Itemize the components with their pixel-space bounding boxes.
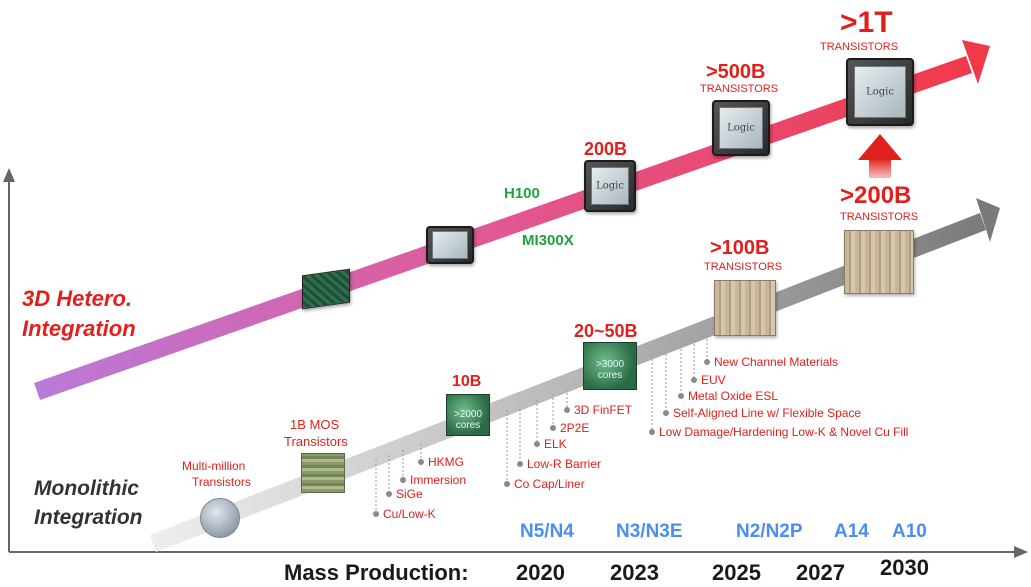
label-200b: 200B [584, 139, 628, 159]
chip-cores-2000: >2000 cores [453, 409, 483, 431]
proc-low-damage: Low Damage/Hardening Low-K & Novel Cu Fi… [659, 425, 909, 439]
proc-immersion: Immersion [410, 473, 467, 487]
chip-logic-label: Logic [866, 86, 894, 98]
year-2027: 2027 [796, 560, 845, 585]
label-1t: >1T [840, 6, 893, 39]
proc-2p2e: 2P2E [560, 421, 590, 435]
chip-200b-mono [844, 230, 914, 294]
chip-wafer [200, 498, 240, 538]
label-multi-million-2: Transistors [192, 475, 251, 489]
label-1b-mos-1: 1B MOS [290, 417, 340, 432]
proc-euv: EUV [701, 373, 726, 387]
label-mi300x: MI300X [522, 232, 574, 249]
chip-10b: >2000 cores [446, 394, 490, 436]
label-10b: 10B [452, 373, 482, 390]
mono-label-line1: Monolithic [34, 477, 139, 500]
label-100b: >100B [710, 237, 770, 259]
proc-metal-oxide-esl: Metal Oxide ESL [688, 389, 779, 403]
label-1t-sub: TRANSISTORS [820, 41, 899, 53]
proc-self-aligned: Self-Aligned Line w/ Flexible Space [673, 406, 862, 420]
chip-logic-label: Logic [727, 122, 755, 134]
proc-sige: SiGe [396, 487, 423, 501]
year-2030: 2030 [880, 555, 929, 580]
year-2020: 2020 [516, 560, 565, 585]
proc-low-r-barrier: Low-R Barrier [527, 457, 602, 471]
monolithic-integration-arrow [150, 198, 1000, 552]
chip-logic-label: Logic [596, 180, 624, 192]
upgrade-arrow [858, 134, 902, 178]
label-200b-mono: >200B [840, 182, 912, 209]
label-multi-million-1: Multi-million [182, 459, 246, 473]
year-2025: 2025 [712, 560, 761, 585]
axes [3, 168, 1028, 558]
node-a14: A14 [834, 521, 869, 542]
hetero-label-line1: 3D Hetero. [22, 286, 133, 311]
chip-1b-mos [301, 453, 345, 493]
label-500b-sub: TRANSISTORS [700, 83, 779, 95]
proc-co-cap-liner: Co Cap/Liner [514, 477, 585, 491]
proc-3d-finfet: 3D FinFET [574, 403, 633, 417]
label-20-50b: 20~50B [574, 321, 638, 341]
leader-dots [373, 359, 710, 517]
label-1b-mos-2: Transistors [284, 434, 348, 449]
mono-label-line2: Integration [34, 506, 143, 529]
leader-lines [375, 335, 708, 514]
node-n2-n2p: N2/N2P [736, 521, 803, 542]
proc-elk: ELK [544, 437, 567, 451]
mass-production-label: Mass Production: [284, 560, 469, 585]
proc-hkmg: HKMG [428, 455, 464, 469]
chip-100b [714, 280, 776, 336]
label-200b-mono-sub: TRANSISTORS [840, 211, 919, 223]
node-n3-n3e: N3/N3E [616, 521, 683, 542]
proc-cu-low-k: Cu/Low-K [383, 507, 436, 521]
chip-1t: Logic [846, 58, 914, 126]
chip-500b: Logic [712, 100, 770, 156]
chip-200b: Logic [584, 160, 636, 212]
node-a10: A10 [892, 521, 927, 542]
chip-cores-3000: >3000 cores [595, 359, 625, 382]
proc-new-channel: New Channel Materials [714, 355, 839, 369]
chip-hetero-2 [426, 226, 474, 264]
year-2023: 2023 [610, 560, 659, 585]
label-500b: >500B [706, 61, 766, 83]
chip-20-50b: >3000 cores [583, 342, 637, 390]
hetero-label-line2: Integration [22, 316, 136, 341]
label-100b-sub: TRANSISTORS [704, 261, 783, 273]
node-n5-n4: N5/N4 [520, 521, 574, 542]
label-h100: H100 [504, 185, 540, 202]
chip-hetero-1 [302, 268, 350, 310]
